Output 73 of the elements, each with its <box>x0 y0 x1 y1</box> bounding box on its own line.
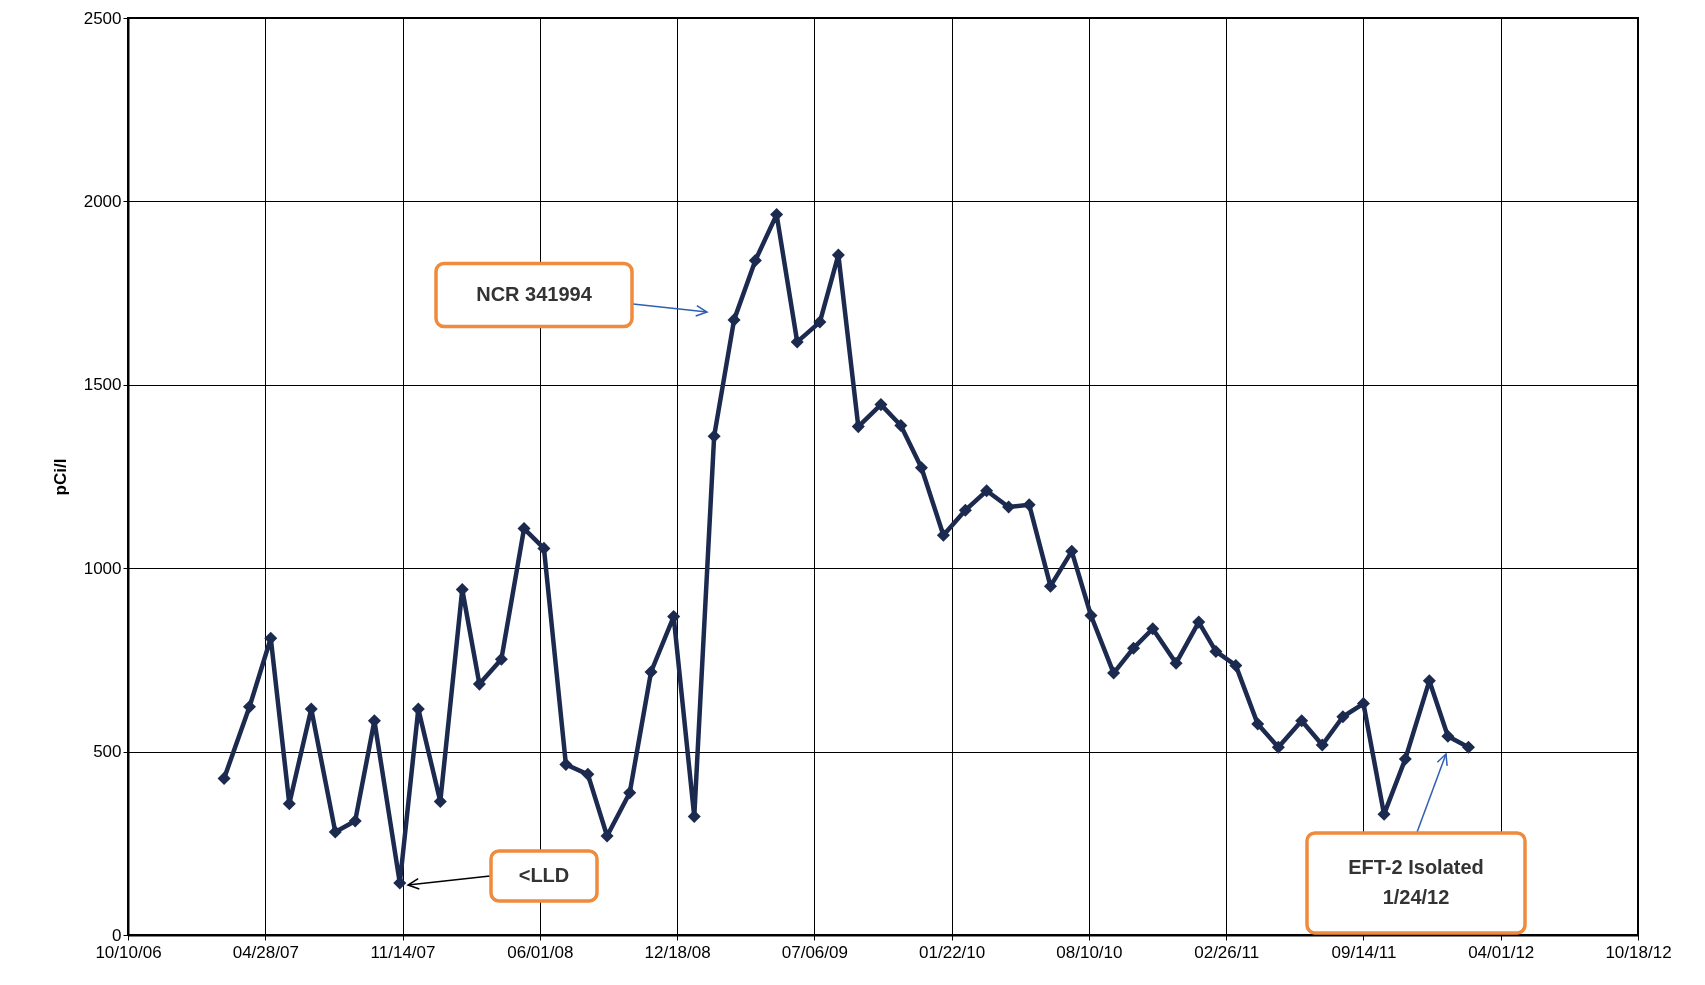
point <box>348 814 362 828</box>
point <box>537 541 551 555</box>
point <box>1043 579 1057 593</box>
x-tick-label: 09/14/11 <box>1331 942 1397 962</box>
point <box>874 398 888 412</box>
point <box>1251 717 1265 731</box>
point <box>1146 622 1160 636</box>
annotation: <LLD <box>518 864 570 886</box>
point <box>472 677 486 691</box>
x-tick-label: 07/06/09 <box>781 942 848 962</box>
point <box>748 253 762 267</box>
x-tick-label: 10/10/06 <box>95 942 162 962</box>
point <box>1209 644 1223 658</box>
point <box>1295 714 1309 728</box>
point <box>1192 615 1206 629</box>
point <box>1107 666 1121 680</box>
point <box>328 825 342 839</box>
y-tick-label: 1000 <box>83 558 122 578</box>
point <box>936 528 950 542</box>
point <box>1127 641 1141 655</box>
point <box>727 313 741 327</box>
y-tick-label: 2000 <box>83 191 122 211</box>
point <box>687 810 701 824</box>
point <box>1084 609 1098 623</box>
y-axis-title: pCi/l <box>50 458 70 496</box>
point <box>623 786 637 800</box>
y-tick-label: 2500 <box>83 8 122 28</box>
point <box>894 419 908 433</box>
x-tick-label: 11/14/07 <box>370 942 436 962</box>
x-tick-label: 01/22/10 <box>919 942 986 962</box>
point <box>393 876 407 890</box>
x-tick-label: 06/01/08 <box>507 942 574 962</box>
point <box>559 757 573 771</box>
x-tick-label: 08/10/10 <box>1056 942 1123 962</box>
y-tick-label: 500 <box>93 742 122 762</box>
point <box>1315 738 1329 752</box>
point <box>517 522 531 536</box>
annotation: EFT-2 Isolated 1/24/12 <box>1348 856 1484 908</box>
point <box>707 429 721 443</box>
x-tick-label: 04/28/07 <box>232 942 299 962</box>
point <box>1336 710 1350 724</box>
point <box>813 315 827 329</box>
y-tick-label: 1500 <box>83 375 122 395</box>
x-tick-label: 04/01/12 <box>1468 942 1535 962</box>
annotation: NCR 341994 <box>476 283 593 305</box>
point <box>581 767 595 781</box>
point <box>1169 656 1183 670</box>
point <box>282 797 296 811</box>
point <box>914 461 928 475</box>
point <box>455 582 469 596</box>
point <box>958 503 972 517</box>
point <box>217 771 231 785</box>
x-tick-label: 10/18/12 <box>1605 942 1672 962</box>
x-tick-label: 12/18/08 <box>644 942 711 962</box>
point <box>1002 500 1016 514</box>
point <box>980 484 994 498</box>
point <box>1229 658 1243 672</box>
point <box>851 420 865 434</box>
y-tick-label: 0 <box>112 925 122 945</box>
x-tick-label: 02/26/11 <box>1194 942 1260 962</box>
point <box>1441 729 1455 743</box>
point <box>644 665 658 679</box>
point <box>1356 697 1370 711</box>
point <box>1398 752 1412 766</box>
point <box>494 652 508 666</box>
point <box>600 829 614 843</box>
point <box>1271 740 1285 754</box>
point <box>242 700 257 714</box>
point <box>790 335 804 349</box>
point <box>1461 740 1475 754</box>
point <box>1065 544 1079 558</box>
point <box>1022 498 1036 512</box>
point <box>264 631 278 645</box>
